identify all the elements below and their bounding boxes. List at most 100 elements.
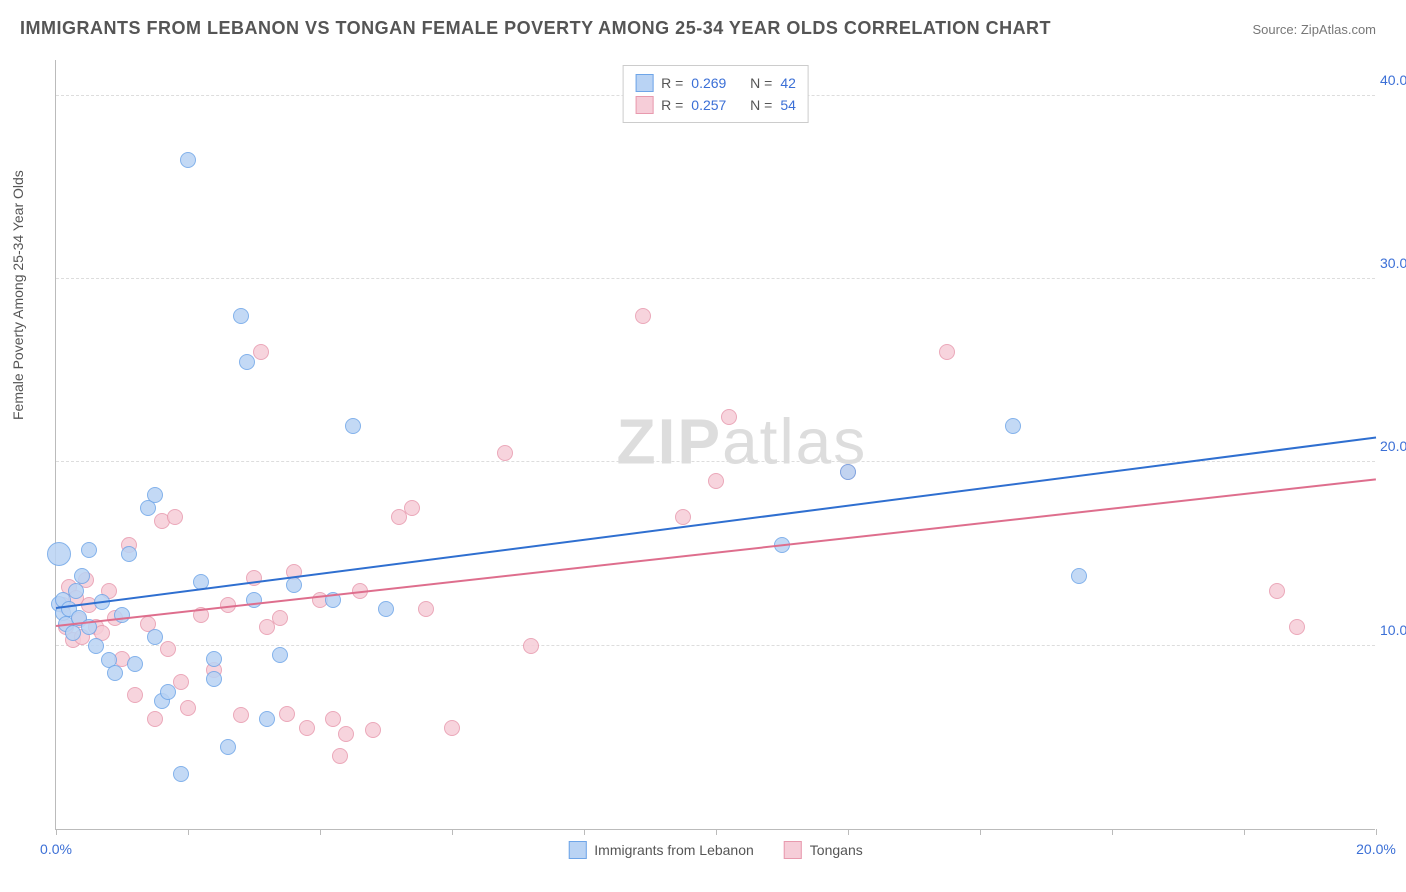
swatch-tongans: [784, 841, 802, 859]
data-point-tongans: [939, 344, 955, 360]
data-point-tongans: [253, 344, 269, 360]
data-point-tongans: [497, 445, 513, 461]
gridline-horizontal: [56, 278, 1375, 279]
data-point-lebanon: [68, 583, 84, 599]
data-point-tongans: [708, 473, 724, 489]
data-point-lebanon: [206, 651, 222, 667]
data-point-lebanon: [239, 354, 255, 370]
data-point-tongans: [332, 748, 348, 764]
data-point-tongans: [147, 711, 163, 727]
data-point-tongans: [1269, 583, 1285, 599]
y-axis-label: Female Poverty Among 25-34 Year Olds: [10, 170, 26, 420]
data-point-tongans: [299, 720, 315, 736]
data-point-tongans: [635, 308, 651, 324]
n-label: N =: [750, 97, 772, 113]
series-legend: Immigrants from Lebanon Tongans: [568, 841, 862, 859]
data-point-lebanon: [121, 546, 137, 562]
data-point-lebanon: [173, 766, 189, 782]
legend-label-lebanon: Immigrants from Lebanon: [594, 842, 754, 858]
data-point-lebanon: [1005, 418, 1021, 434]
data-point-lebanon: [81, 542, 97, 558]
x-tick-mark: [1112, 829, 1113, 835]
y-tick-label: 40.0%: [1380, 72, 1406, 88]
x-tick-mark: [188, 829, 189, 835]
x-tick-mark: [716, 829, 717, 835]
data-point-lebanon: [272, 647, 288, 663]
data-point-tongans: [444, 720, 460, 736]
x-tick-mark: [320, 829, 321, 835]
data-point-lebanon: [160, 684, 176, 700]
watermark: ZIPatlas: [617, 404, 868, 478]
data-point-tongans: [418, 601, 434, 617]
y-tick-label: 10.0%: [1380, 622, 1406, 638]
data-point-tongans: [167, 509, 183, 525]
data-point-tongans: [233, 707, 249, 723]
swatch-tongans: [635, 96, 653, 114]
r-value-lebanon: 0.269: [691, 75, 726, 91]
data-point-tongans: [127, 687, 143, 703]
data-point-tongans: [160, 641, 176, 657]
x-tick-mark: [1376, 829, 1377, 835]
trend-line-lebanon: [56, 437, 1376, 609]
swatch-lebanon: [568, 841, 586, 859]
data-point-tongans: [721, 409, 737, 425]
data-point-tongans: [325, 711, 341, 727]
x-tick-mark: [56, 829, 57, 835]
source-attribution: Source: ZipAtlas.com: [1252, 22, 1376, 37]
data-point-tongans: [675, 509, 691, 525]
data-point-lebanon: [47, 542, 71, 566]
legend-item-tongans: Tongans: [784, 841, 863, 859]
x-tick-mark: [1244, 829, 1245, 835]
legend-label-tongans: Tongans: [810, 842, 863, 858]
data-point-lebanon: [65, 625, 81, 641]
data-point-lebanon: [840, 464, 856, 480]
data-point-tongans: [1289, 619, 1305, 635]
data-point-lebanon: [378, 601, 394, 617]
data-point-lebanon: [88, 638, 104, 654]
x-tick-label: 0.0%: [40, 841, 72, 857]
data-point-lebanon: [206, 671, 222, 687]
correlation-legend: R = 0.269 N = 42 R = 0.257 N = 54: [622, 65, 809, 123]
data-point-lebanon: [220, 739, 236, 755]
watermark-bold: ZIP: [617, 405, 723, 477]
data-point-tongans: [404, 500, 420, 516]
data-point-tongans: [523, 638, 539, 654]
data-point-lebanon: [127, 656, 143, 672]
x-tick-mark: [452, 829, 453, 835]
legend-row-lebanon: R = 0.269 N = 42: [635, 72, 796, 94]
x-tick-label: 20.0%: [1356, 841, 1396, 857]
data-point-lebanon: [259, 711, 275, 727]
data-point-lebanon: [74, 568, 90, 584]
data-point-lebanon: [180, 152, 196, 168]
data-point-tongans: [173, 674, 189, 690]
r-label: R =: [661, 75, 683, 91]
legend-row-tongans: R = 0.257 N = 54: [635, 94, 796, 116]
legend-item-lebanon: Immigrants from Lebanon: [568, 841, 754, 859]
x-tick-mark: [980, 829, 981, 835]
x-tick-mark: [584, 829, 585, 835]
y-tick-label: 30.0%: [1380, 255, 1406, 271]
swatch-lebanon: [635, 74, 653, 92]
data-point-lebanon: [345, 418, 361, 434]
scatter-plot-area: ZIPatlas R = 0.269 N = 42 R = 0.257 N = …: [55, 60, 1375, 830]
data-point-lebanon: [107, 665, 123, 681]
r-value-tongans: 0.257: [691, 97, 726, 113]
chart-title: IMMIGRANTS FROM LEBANON VS TONGAN FEMALE…: [20, 18, 1051, 39]
n-value-lebanon: 42: [780, 75, 796, 91]
r-label: R =: [661, 97, 683, 113]
data-point-lebanon: [147, 487, 163, 503]
data-point-tongans: [279, 706, 295, 722]
data-point-lebanon: [286, 577, 302, 593]
data-point-tongans: [272, 610, 288, 626]
x-tick-mark: [848, 829, 849, 835]
gridline-horizontal: [56, 645, 1375, 646]
y-tick-label: 20.0%: [1380, 438, 1406, 454]
n-label: N =: [750, 75, 772, 91]
data-point-lebanon: [233, 308, 249, 324]
data-point-lebanon: [1071, 568, 1087, 584]
data-point-tongans: [365, 722, 381, 738]
data-point-lebanon: [147, 629, 163, 645]
data-point-tongans: [338, 726, 354, 742]
n-value-tongans: 54: [780, 97, 796, 113]
data-point-tongans: [180, 700, 196, 716]
